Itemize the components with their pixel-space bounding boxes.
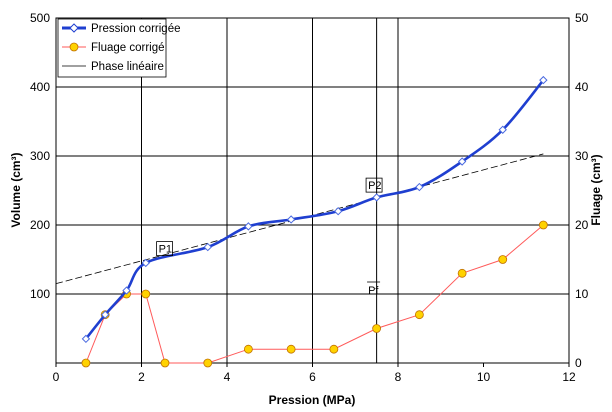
y-left-tick-label: 300 (30, 149, 50, 163)
y-right-tick-label: 0 (575, 356, 582, 370)
fluage-point (498, 255, 508, 264)
y-right-tick-label: 50 (575, 11, 589, 25)
annotation-label: Pf (368, 285, 379, 297)
pression-point (286, 215, 296, 224)
legend-label-fluage: Fluage corrigé (91, 42, 165, 54)
pression-series-line (84, 79, 545, 340)
x-tick-label: 12 (562, 370, 576, 384)
pression-point (333, 206, 343, 216)
legend-marker-fluage (69, 42, 79, 52)
fluage-point (414, 310, 424, 320)
x-tick-label: 4 (224, 370, 231, 384)
ticks-layer: 0 2 4 6 8 10 12 100 200 300 400 500 0 10 20 30 40 50 (30, 11, 589, 384)
x-tick-label: 6 (309, 370, 316, 384)
y-left-tick-label: 100 (30, 287, 50, 301)
pression-point (81, 334, 91, 344)
annotation-label: P2 (368, 180, 381, 192)
y-right-tick-label: 20 (575, 218, 589, 232)
y-axis-right-title: Fluage (cm³) (589, 154, 603, 225)
pression-point (372, 193, 381, 202)
fluage-point (203, 358, 213, 368)
annotation-box (156, 241, 174, 257)
pression-point (539, 75, 548, 85)
x-tick-label: 10 (477, 370, 491, 384)
annotations-layer: P1 P2 Pf (156, 177, 383, 297)
series-layer (55, 75, 548, 368)
pression-point (244, 222, 253, 231)
pression-point (203, 242, 212, 252)
legend-label-pression: Pression corrigée (91, 23, 180, 35)
y-right-tick-label: 30 (575, 149, 589, 163)
pression-point (122, 286, 131, 295)
legend-marker-pression (69, 23, 79, 33)
fluage-point (538, 220, 548, 230)
x-tick-label: 0 (53, 370, 60, 384)
fluage-point (372, 324, 382, 333)
legend-label-phase: Phase linéaire (91, 61, 164, 73)
pression-point (415, 182, 424, 192)
x-tick-label: 8 (395, 370, 402, 384)
fluage-point (141, 289, 151, 299)
y-right-tick-label: 10 (575, 287, 589, 301)
fluage-point (243, 344, 253, 354)
legend: Pression corrigée Fluage corrigé Phase l… (57, 18, 180, 78)
x-tick-label: 2 (138, 370, 145, 384)
pression-point (100, 310, 110, 319)
x-axis-title: Pression (MPa) (269, 393, 356, 407)
y-axis-left-title: Volume (cm³) (9, 152, 23, 227)
y-left-tick-label: 500 (30, 11, 50, 25)
pression-point (457, 157, 467, 166)
annotation-label: P1 (159, 244, 172, 256)
fluage-point (286, 344, 296, 354)
annotation-box (365, 177, 383, 193)
fluage-point (81, 358, 91, 368)
pression-point (141, 258, 150, 268)
y-right-tick-label: 40 (575, 80, 589, 94)
fluage-point (457, 268, 467, 278)
y-left-tick-label: 200 (30, 218, 50, 232)
y-left-tick-label: 400 (30, 80, 50, 94)
fluage-point (329, 344, 339, 354)
fluage-point (160, 358, 170, 368)
pression-point (498, 125, 507, 134)
